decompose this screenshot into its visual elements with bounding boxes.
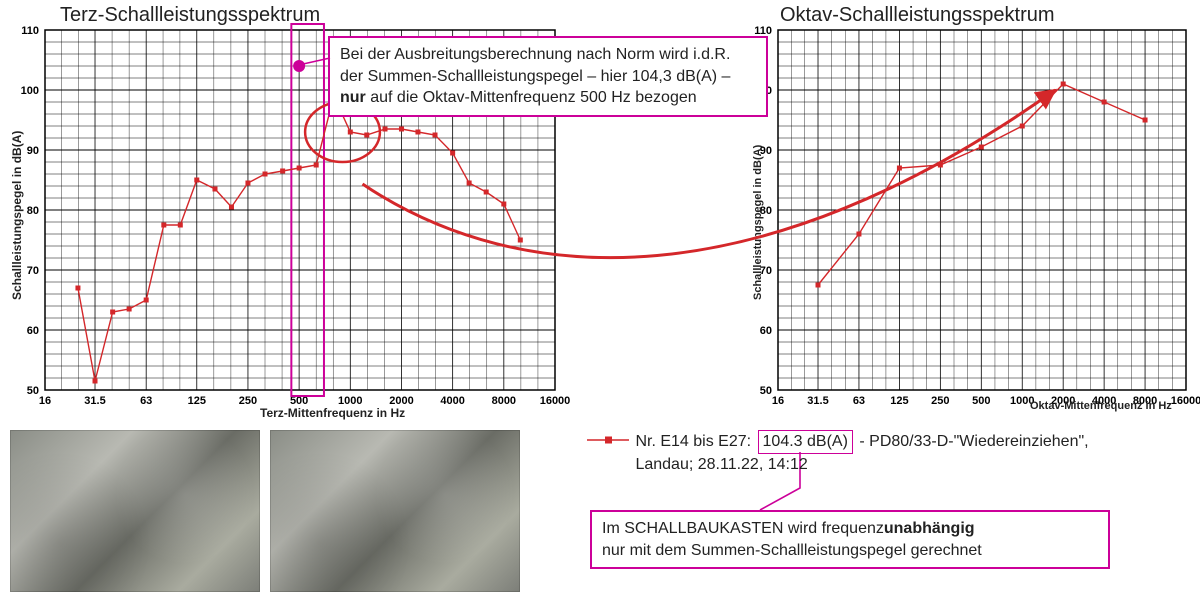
legend: Nr. E14 bis E27: 104.3 dB(A) - PD80/33-D… — [585, 430, 1195, 475]
legend-pre: Nr. E14 bis E27: — [635, 433, 751, 450]
callout-bottom-line2: nur mit dem Summen-Schallleistungspegel … — [602, 542, 982, 559]
callout-bottom-line1-bold: unabhängig — [884, 520, 975, 537]
photo-equipment-1 — [10, 430, 260, 592]
legend-boxed-value: 104.3 dB(A) — [758, 430, 853, 454]
legend-post: - PD80/33-D-"Wiedereinziehen", — [855, 433, 1089, 450]
photo-equipment-2 — [270, 430, 520, 592]
callout-bottom: Im SCHALLBAUKASTEN wird frequenzunabhäng… — [590, 510, 1110, 569]
legend-line2: Landau; 28.11.22, 14:12 — [635, 456, 807, 473]
callout-bottom-line1-pre: Im SCHALLBAUKASTEN wird frequenz — [602, 520, 884, 537]
